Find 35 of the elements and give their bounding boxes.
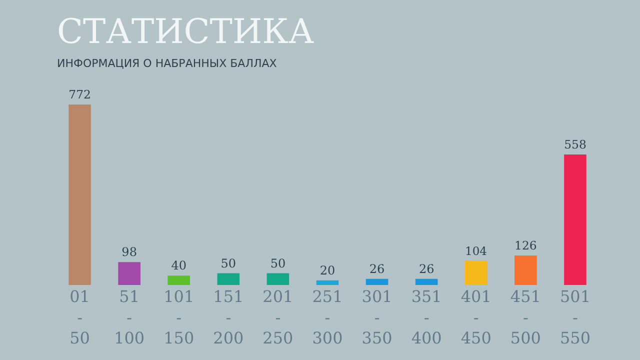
data-label: 26: [369, 262, 385, 276]
data-label: 26: [418, 262, 434, 276]
data-label: 98: [122, 245, 137, 260]
x-tick-label: 251 - 300: [312, 287, 343, 348]
x-tick-label: 451 - 500: [510, 287, 541, 348]
x-tick-label: 01 - 50: [70, 287, 90, 348]
x-tick-label: 301 - 350: [362, 287, 392, 348]
chart-subtitle: ИНФОРМАЦИЯ О НАБРАННЫХ БАЛЛАХ: [57, 57, 278, 70]
data-label: 50: [220, 256, 236, 270]
bar: [168, 276, 190, 285]
bar: [118, 262, 140, 285]
x-tick-label: 101 - 150: [164, 287, 194, 348]
x-tick-label: 351 - 400: [411, 287, 442, 348]
bar: [415, 278, 438, 285]
data-label: 104: [465, 244, 487, 258]
x-tick-label: 401 - 450: [460, 287, 492, 348]
data-label: 50: [270, 256, 286, 270]
bar: [316, 280, 339, 285]
x-tick-label: 151 - 200: [213, 287, 244, 348]
x-tick-label: 201 - 250: [262, 287, 294, 348]
x-tick-label: 51 - 100: [114, 287, 145, 348]
bar: [514, 256, 537, 285]
bar: [366, 278, 388, 285]
bar: [564, 154, 586, 285]
bar: [266, 273, 290, 285]
data-label: 772: [68, 88, 91, 102]
bar: [68, 104, 91, 285]
data-label: 20: [320, 263, 336, 278]
bar: [464, 260, 488, 285]
bar: [217, 273, 240, 285]
chart-title: СТАТИСТИКА: [57, 12, 314, 52]
data-label: 558: [564, 138, 586, 152]
x-tick-label: 501 - 550: [560, 287, 591, 348]
data-label: 126: [514, 238, 537, 253]
data-label: 40: [171, 258, 187, 273]
